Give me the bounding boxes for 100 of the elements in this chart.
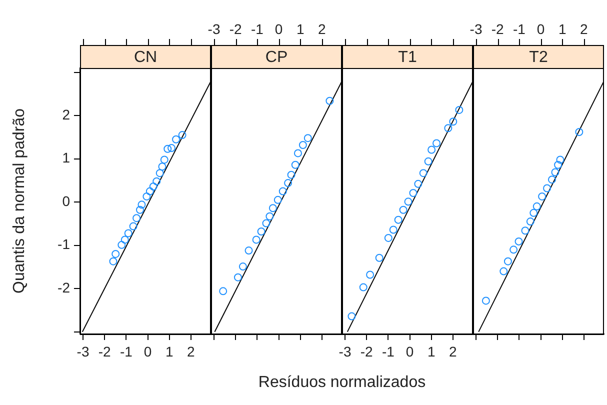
y-tick-label: 2 <box>62 106 70 122</box>
point <box>164 144 172 153</box>
point <box>120 236 129 244</box>
point <box>384 234 392 242</box>
point <box>554 160 562 169</box>
point <box>146 187 154 196</box>
x-tick-label: -3 <box>338 343 352 360</box>
point <box>156 169 164 178</box>
point <box>234 273 242 282</box>
point <box>266 212 274 220</box>
point <box>160 156 168 164</box>
point <box>389 226 398 234</box>
point <box>109 257 118 266</box>
point <box>532 202 541 210</box>
point <box>138 200 146 209</box>
point <box>551 168 560 176</box>
point <box>274 196 282 204</box>
point <box>419 169 428 178</box>
x2-tick-label: 2 <box>318 20 326 37</box>
point <box>149 182 158 191</box>
point <box>526 218 534 226</box>
y-axis-title: Quantis da normal padrão <box>11 108 29 294</box>
point <box>178 131 186 140</box>
point <box>366 270 374 279</box>
point <box>112 250 120 258</box>
point <box>168 144 176 152</box>
y-tick-label: -1 <box>58 236 70 252</box>
x-tick-label: 2 <box>449 343 458 360</box>
point <box>152 177 161 186</box>
point <box>252 236 260 244</box>
point <box>432 139 441 148</box>
point <box>449 118 458 126</box>
point <box>304 134 312 142</box>
point <box>399 206 408 214</box>
point <box>284 179 292 188</box>
x-tick-label: 1 <box>427 343 436 360</box>
point <box>158 162 166 171</box>
chart-title: T2 <box>529 48 548 66</box>
point <box>428 146 436 154</box>
x2-tick-label: -1 <box>250 20 264 37</box>
point <box>238 262 247 271</box>
x-tick-label: 2 <box>187 343 196 360</box>
point <box>414 180 422 188</box>
point <box>530 208 538 217</box>
point <box>219 287 228 296</box>
point <box>244 246 253 255</box>
point <box>500 267 508 276</box>
point <box>409 189 418 197</box>
point <box>262 219 270 228</box>
point <box>510 246 518 254</box>
chart-title: CP <box>265 48 288 66</box>
point <box>142 192 151 200</box>
point <box>556 156 564 164</box>
point <box>287 170 296 179</box>
x2-tick-label: 1 <box>558 20 566 37</box>
x2-tick-label: 0 <box>536 20 545 37</box>
point <box>394 216 402 224</box>
y-tick-label: 1 <box>62 150 70 166</box>
point <box>136 206 144 214</box>
x-tick-label: -1 <box>120 343 133 360</box>
point <box>291 160 300 169</box>
x-tick-label: 1 <box>165 343 174 360</box>
point <box>278 187 287 196</box>
point <box>326 96 334 105</box>
point <box>482 296 490 305</box>
point <box>444 124 452 132</box>
x-tick-label: 0 <box>144 343 152 360</box>
point <box>375 254 384 262</box>
x2-tick-label: 2 <box>580 20 588 37</box>
x2-tick-label: -3 <box>470 20 482 37</box>
chart-title: T1 <box>398 48 417 66</box>
x2-tick-label: 1 <box>296 20 304 37</box>
point <box>298 140 307 149</box>
point <box>424 157 432 166</box>
x-tick-label: -2 <box>98 343 112 360</box>
point <box>548 176 556 184</box>
x2-tick-label: 0 <box>274 20 283 37</box>
point <box>504 257 512 266</box>
y-tick-label: -2 <box>58 279 70 296</box>
x2-tick-label: -1 <box>512 20 526 37</box>
point <box>257 227 266 236</box>
point <box>455 106 464 114</box>
point <box>294 149 302 158</box>
x-axis-title: Resíduos normalizados <box>257 374 427 392</box>
point <box>268 204 277 212</box>
x2-tick-label: -2 <box>491 20 504 37</box>
x-tick-label: -1 <box>382 343 395 360</box>
point <box>118 240 126 249</box>
chart-title: CN <box>134 48 158 66</box>
x-tick-label: -2 <box>360 343 374 360</box>
point <box>132 214 141 222</box>
point <box>521 226 530 235</box>
point <box>124 229 132 238</box>
point <box>575 128 584 136</box>
point <box>404 198 412 206</box>
point <box>359 283 368 292</box>
point <box>348 312 356 320</box>
point <box>172 135 180 144</box>
point <box>514 237 523 246</box>
point <box>538 192 546 200</box>
